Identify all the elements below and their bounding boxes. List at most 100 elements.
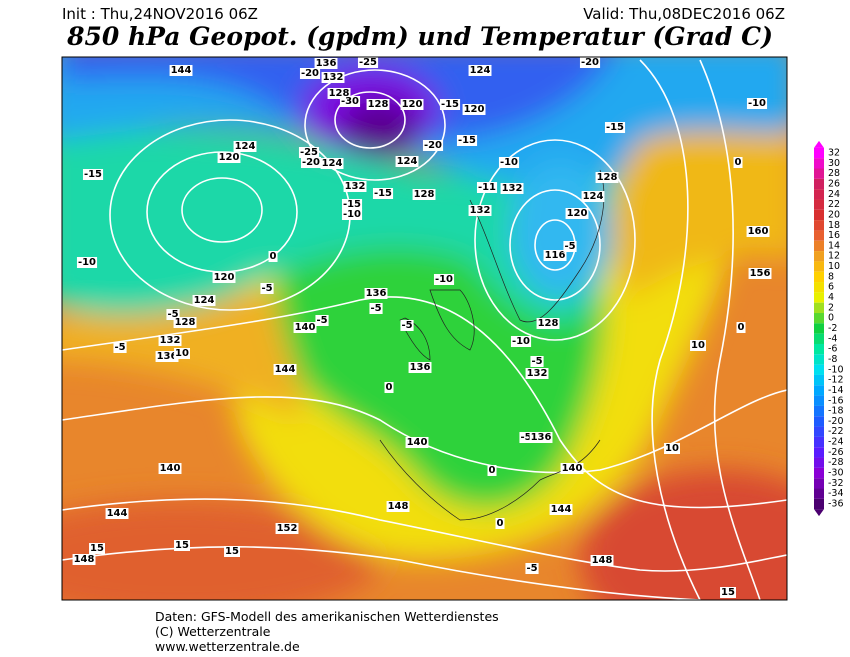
colorbar-label: -32: [828, 478, 844, 489]
footer-line: Daten: GFS-Modell des amerikanischen Wet…: [155, 609, 499, 624]
colorbar-label: 24: [828, 189, 840, 200]
contour-label-bg: [543, 250, 567, 261]
colorbar-cell: [814, 395, 824, 406]
contour-label-bg: [273, 364, 297, 375]
colorbar-label: -14: [828, 385, 844, 396]
contour-label: 132: [160, 335, 181, 346]
contour-label-bg: [384, 382, 394, 393]
colorbar-label: 10: [828, 261, 840, 272]
contour-label: -25: [300, 147, 318, 158]
contour-label: 15: [225, 546, 239, 557]
colorbar-label: 16: [828, 230, 840, 241]
colorbar-label: -12: [828, 375, 844, 386]
colorbar-cell: [814, 436, 824, 448]
colorbar-label: -2: [828, 323, 837, 334]
contour-label-bg: [300, 157, 322, 168]
colorbar-label: 26: [828, 178, 840, 189]
contour-label-bg: [560, 463, 584, 474]
contour-label-bg: [341, 209, 363, 220]
colorbar-cell: [814, 230, 824, 241]
contour-label: 15: [721, 587, 735, 598]
contour-label: -10: [500, 157, 518, 168]
contour-label: 0: [386, 382, 393, 393]
contour-label: -20: [424, 140, 442, 151]
footer-line: (C) Wetterzentrale: [155, 624, 271, 639]
contour-label: -20: [581, 57, 599, 68]
colorbar-cell: [814, 313, 824, 324]
colorbar-cell: [814, 178, 824, 190]
contour-label: -15: [606, 122, 624, 133]
contour-label-bg: [422, 140, 444, 151]
colorbar-cell: [814, 447, 824, 458]
contour-label: 144: [275, 364, 296, 375]
contour-label: -20: [302, 157, 320, 168]
contour-label-bg: [664, 443, 680, 454]
contour-label: 136: [410, 362, 431, 373]
colorbar-cell: [814, 374, 824, 386]
contour-label-bg: [468, 205, 492, 216]
contour-label: 132: [527, 368, 548, 379]
contour-label-bg: [549, 504, 573, 515]
contour-label-bg: [563, 241, 577, 252]
contour-label: -15: [458, 135, 476, 146]
contour-label: 152: [277, 523, 298, 534]
contour-label-bg: [476, 182, 498, 193]
colorbar-cell: [814, 282, 824, 293]
contour-label: 136: [157, 351, 178, 362]
contour-label: 15: [90, 543, 104, 554]
contour-label-bg: [357, 57, 379, 68]
contour-label: 128: [175, 317, 196, 328]
contour-label: 148: [388, 501, 409, 512]
contour-label-bg: [487, 465, 497, 476]
contour-label-bg: [82, 169, 104, 180]
contour-label-bg: [604, 122, 626, 133]
colorbar-cell: [814, 364, 824, 375]
contour-label-bg: [364, 288, 388, 299]
contour-label-bg: [293, 322, 317, 333]
contour-label-bg: [224, 546, 240, 557]
contour-label-bg: [369, 303, 383, 314]
contour-label-bg: [314, 58, 338, 69]
colorbar-cell: [814, 158, 824, 169]
colorbar-cell: [814, 333, 824, 344]
contour-label: -15: [441, 99, 459, 110]
colorbar-label: -36: [828, 499, 844, 510]
colorbar-label: 2: [828, 302, 834, 313]
contour-label-bg: [174, 540, 190, 551]
valid-time: Valid: Thu,08DEC2016 06Z: [583, 5, 785, 23]
colorbar-cell: [814, 261, 824, 272]
contour-label: 124: [583, 191, 604, 202]
contour-label: 120: [567, 208, 588, 219]
contour-label-bg: [498, 157, 520, 168]
contour-label-bg: [433, 274, 455, 285]
contour-label-bg: [166, 309, 180, 320]
colorbar-cell: [814, 426, 824, 437]
contour-label: 0: [489, 465, 496, 476]
colorbar-label: 4: [828, 292, 834, 303]
contour-label: 160: [748, 226, 769, 237]
contour-label-bg: [105, 508, 129, 519]
contour-label: 136: [366, 288, 387, 299]
colorbar-label: -18: [828, 406, 844, 417]
contour-label: 0: [270, 251, 277, 262]
contour-label: -20: [301, 68, 319, 79]
colorbar-label: -28: [828, 457, 844, 468]
contour-label: 124: [322, 158, 343, 169]
colorbar-label: -6: [828, 344, 837, 355]
contour-label-bg: [733, 157, 743, 168]
contour-label-bg: [155, 351, 179, 362]
colorbar-label: -26: [828, 447, 844, 458]
contour-label-bg: [720, 587, 736, 598]
colorbar-label: 20: [828, 209, 840, 220]
contour-label-bg: [169, 65, 193, 76]
colorbar-cell: [814, 385, 824, 396]
contour-label-bg: [748, 268, 772, 279]
contour-label: 140: [407, 437, 428, 448]
contour-label: 128: [329, 88, 350, 99]
contour-label: -10: [512, 336, 530, 347]
contour-label-bg: [339, 96, 361, 107]
contour-label: 128: [538, 318, 559, 329]
contour-label-bg: [690, 340, 706, 351]
contour-label: -5: [564, 241, 575, 252]
